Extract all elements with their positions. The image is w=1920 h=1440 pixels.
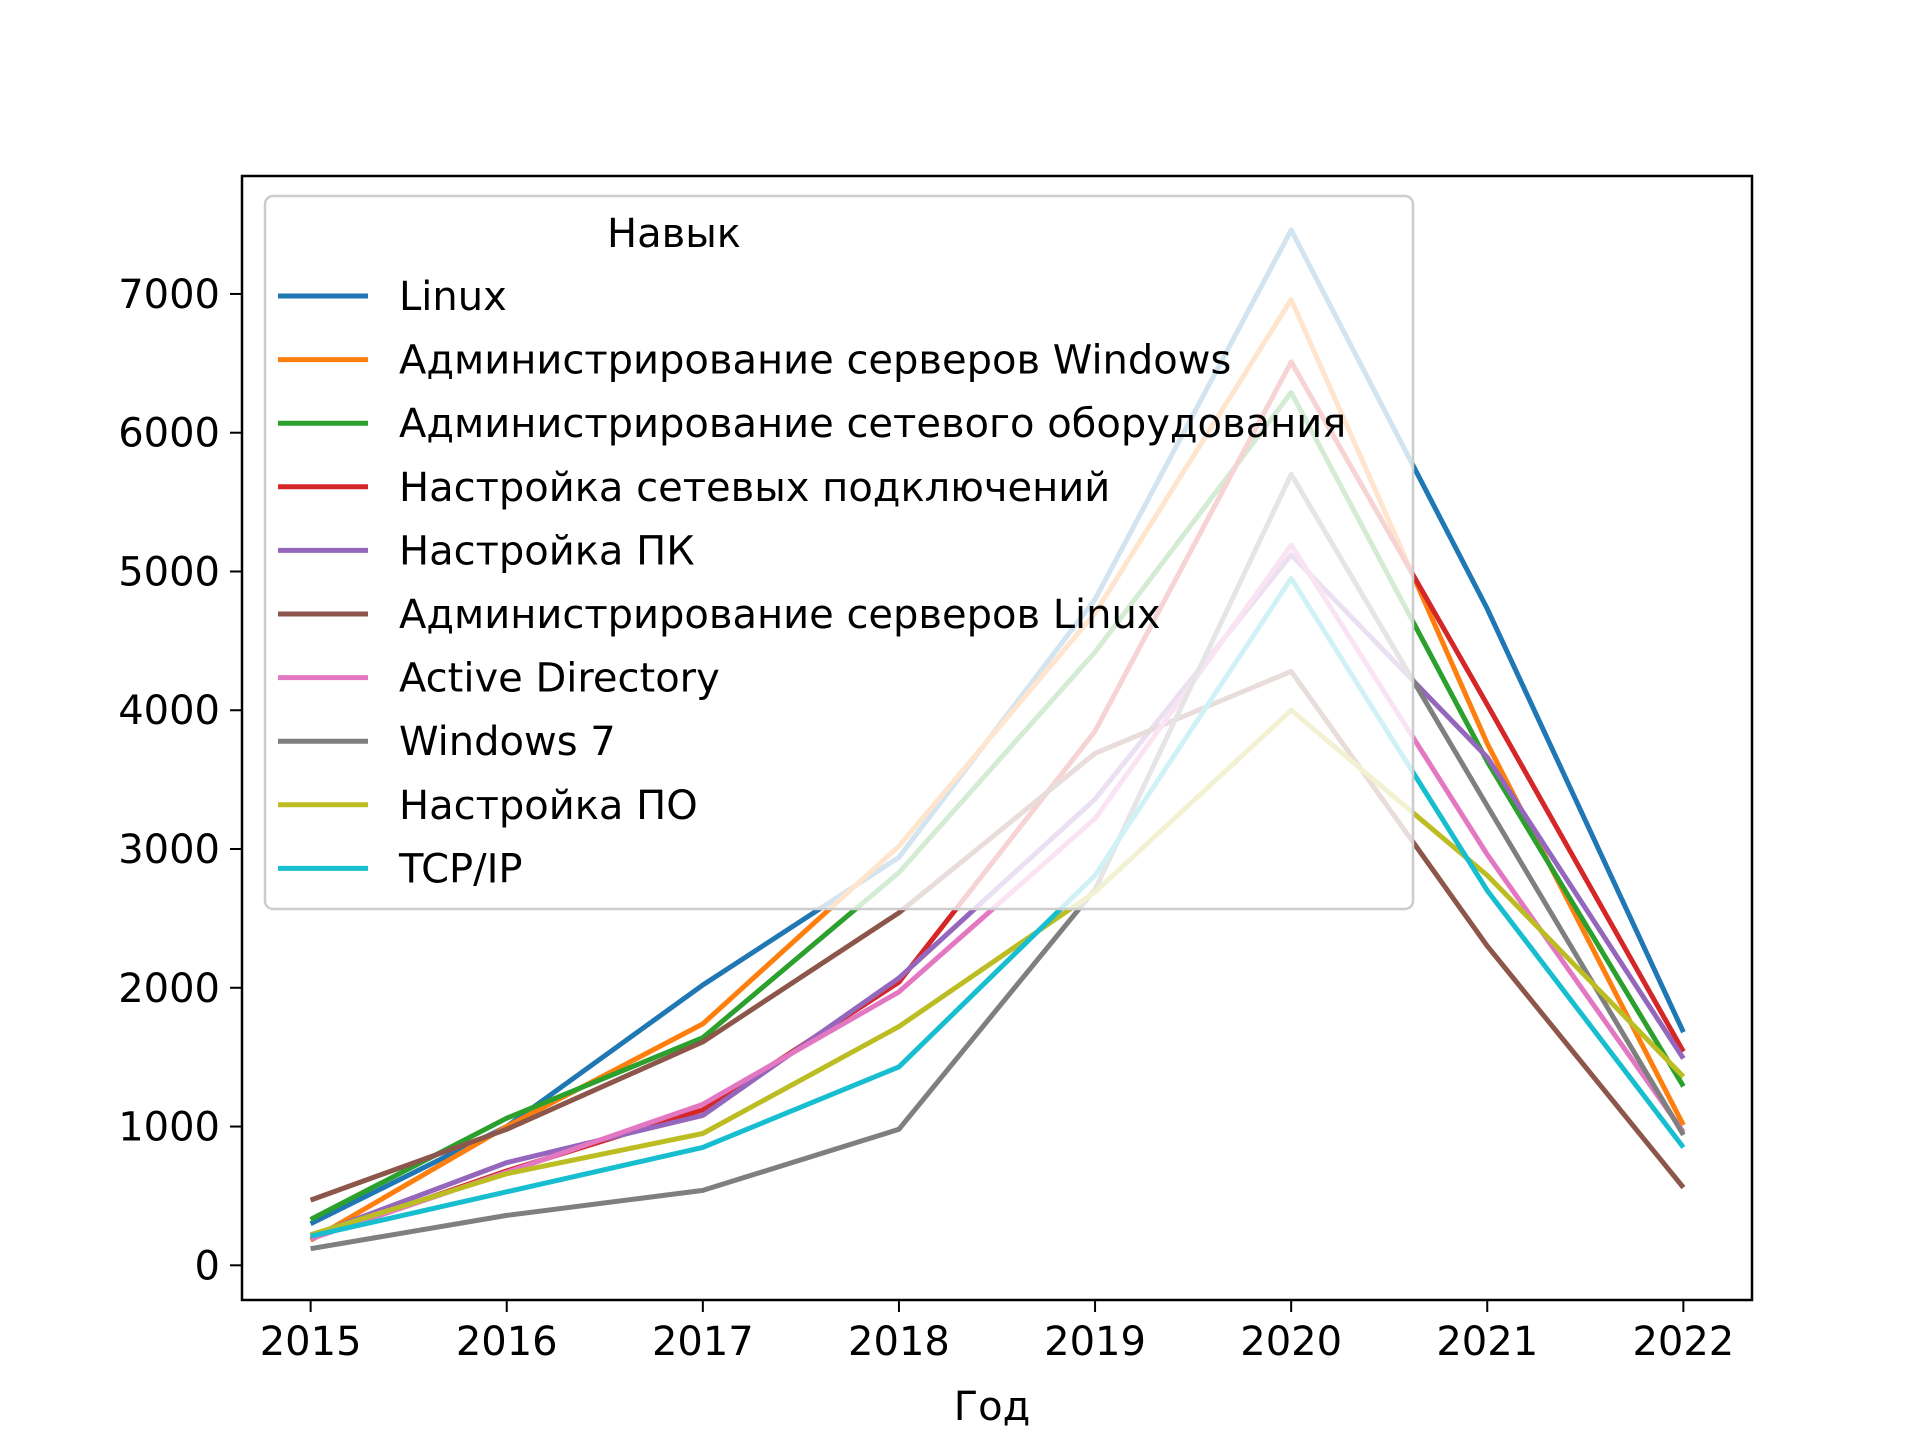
legend-label-9: TCP/IP bbox=[398, 846, 523, 892]
y-tick-label: 6000 bbox=[118, 411, 220, 457]
x-tick-label: 2019 bbox=[1044, 1319, 1146, 1365]
x-tick-label: 2018 bbox=[848, 1319, 950, 1365]
x-tick-label: 2016 bbox=[456, 1319, 558, 1365]
y-tick-label: 2000 bbox=[118, 966, 220, 1012]
legend-title: Навык bbox=[607, 211, 741, 257]
series-line-7 bbox=[310, 471, 1686, 1252]
y-tick-label: 7000 bbox=[118, 272, 220, 318]
legend-box bbox=[263, 194, 1415, 911]
legend-label-5: Администрирование серверов Linux bbox=[399, 592, 1161, 638]
y-tick-label: 3000 bbox=[118, 827, 220, 873]
series-line-9 bbox=[310, 575, 1686, 1239]
legend-label-2: Администрирование сетевого оборудования bbox=[399, 401, 1346, 447]
x-tick-label: 2015 bbox=[260, 1319, 362, 1365]
series-line-8 bbox=[309, 707, 1686, 1238]
x-axis-title: Год bbox=[954, 1384, 1031, 1430]
legend-label-1: Администрирование серверов Windows bbox=[399, 338, 1231, 384]
legend: Навык Linux Администрирование серверов Win… bbox=[263, 194, 1415, 911]
legend-label-0: Linux bbox=[399, 274, 507, 320]
y-tick-label: 1000 bbox=[118, 1105, 220, 1151]
legend-label-8: Настройка ПО bbox=[399, 783, 698, 829]
y-tick-label: 5000 bbox=[118, 549, 220, 595]
legend-label-7: Windows 7 bbox=[399, 719, 616, 765]
x-tick-label: 2021 bbox=[1436, 1319, 1538, 1365]
y-tick-label: 4000 bbox=[118, 688, 220, 734]
x-tick-label: 2017 bbox=[652, 1319, 754, 1365]
legend-label-3: Настройка сетевых подключений bbox=[399, 465, 1110, 511]
x-tick-label: 2022 bbox=[1632, 1319, 1734, 1365]
x-tick-label: 2020 bbox=[1240, 1319, 1342, 1365]
legend-label-4: Настройка ПК bbox=[399, 528, 695, 574]
plot-frame bbox=[240, 174, 1754, 1302]
y-tick-label: 0 bbox=[195, 1243, 220, 1289]
axes-layer: 2015 2016 2017 2018 2019 2020 2021 2022 0 1000 200… bbox=[118, 174, 1754, 1365]
legend-label-6: Active Directory bbox=[399, 656, 720, 702]
